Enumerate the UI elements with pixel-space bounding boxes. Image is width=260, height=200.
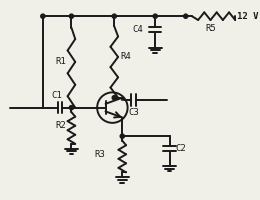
Text: R1: R1 [55, 57, 66, 66]
Text: R5: R5 [205, 24, 216, 33]
Text: C2: C2 [175, 144, 186, 153]
Text: C1: C1 [52, 91, 62, 100]
Circle shape [120, 134, 124, 138]
Circle shape [153, 14, 157, 18]
Circle shape [69, 106, 74, 110]
Circle shape [112, 96, 116, 100]
Text: C3: C3 [128, 108, 139, 117]
Circle shape [112, 14, 116, 18]
Text: R3: R3 [94, 150, 105, 159]
Circle shape [41, 14, 45, 18]
Circle shape [184, 14, 188, 18]
Circle shape [69, 14, 74, 18]
Text: R4: R4 [120, 52, 131, 61]
Text: R2: R2 [55, 121, 66, 130]
Text: 12 V: 12 V [237, 12, 259, 21]
Text: C4: C4 [132, 25, 143, 34]
